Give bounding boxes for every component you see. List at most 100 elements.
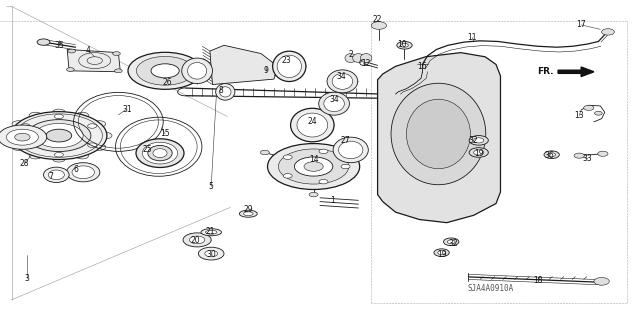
Text: 21: 21 [205, 227, 214, 236]
Circle shape [46, 129, 72, 142]
Text: SJA4A0910A: SJA4A0910A [467, 284, 513, 293]
Text: 19: 19 [474, 149, 484, 158]
Ellipse shape [220, 87, 231, 97]
Text: 13: 13 [574, 111, 584, 120]
Ellipse shape [339, 141, 363, 159]
Ellipse shape [49, 170, 64, 180]
Ellipse shape [67, 163, 100, 182]
Circle shape [52, 156, 65, 162]
Circle shape [469, 148, 488, 157]
Circle shape [76, 112, 89, 119]
Ellipse shape [243, 212, 253, 216]
Circle shape [29, 112, 42, 119]
Text: FR.: FR. [537, 67, 554, 76]
Circle shape [319, 149, 328, 153]
Circle shape [76, 152, 89, 159]
Circle shape [397, 41, 412, 49]
Circle shape [474, 138, 484, 143]
Text: 24: 24 [307, 117, 317, 126]
Text: 30: 30 [206, 250, 216, 259]
Ellipse shape [319, 92, 349, 115]
Text: 27: 27 [340, 136, 351, 145]
Ellipse shape [406, 99, 470, 169]
Text: 9: 9 [263, 66, 268, 75]
Ellipse shape [332, 73, 353, 89]
Text: 35: 35 [54, 41, 64, 50]
Text: 32: 32 [448, 239, 458, 248]
Circle shape [15, 133, 30, 141]
Text: 11: 11 [468, 33, 477, 42]
Circle shape [52, 109, 65, 115]
Circle shape [0, 125, 47, 149]
Text: 23: 23 [282, 56, 292, 65]
Text: 19: 19 [436, 250, 447, 259]
Circle shape [113, 52, 120, 56]
Circle shape [358, 150, 367, 155]
Text: 36: 36 [544, 151, 554, 160]
Text: 29: 29 [243, 205, 253, 214]
Text: 6: 6 [73, 165, 78, 174]
Circle shape [189, 236, 205, 244]
Circle shape [474, 150, 484, 155]
Text: 22: 22 [373, 15, 382, 24]
Circle shape [434, 249, 449, 256]
Text: 34: 34 [336, 72, 346, 81]
Circle shape [12, 144, 25, 151]
Circle shape [284, 174, 292, 178]
Circle shape [11, 112, 107, 160]
Text: 8: 8 [218, 86, 223, 95]
Circle shape [371, 22, 387, 29]
Circle shape [88, 124, 97, 128]
Circle shape [128, 52, 202, 89]
Circle shape [54, 114, 63, 119]
Ellipse shape [205, 230, 217, 234]
Text: 3: 3 [24, 274, 29, 283]
Circle shape [278, 149, 349, 184]
Ellipse shape [360, 54, 372, 63]
Text: 20: 20 [190, 236, 200, 245]
Circle shape [548, 153, 556, 157]
Ellipse shape [188, 63, 207, 79]
Circle shape [284, 155, 292, 160]
Text: 28: 28 [20, 159, 29, 168]
Circle shape [93, 121, 106, 127]
Circle shape [594, 278, 609, 285]
Text: 10: 10 [397, 40, 407, 48]
Circle shape [598, 151, 608, 156]
Text: 34: 34 [329, 95, 339, 104]
Ellipse shape [182, 58, 212, 84]
Ellipse shape [291, 108, 334, 142]
Circle shape [88, 143, 97, 147]
Ellipse shape [333, 137, 369, 163]
Circle shape [401, 43, 408, 47]
Ellipse shape [143, 142, 178, 164]
Text: 2: 2 [348, 50, 353, 59]
Circle shape [37, 39, 50, 45]
Circle shape [584, 105, 594, 110]
Text: 5: 5 [209, 182, 214, 191]
Circle shape [268, 144, 360, 189]
Circle shape [99, 132, 112, 139]
Circle shape [574, 153, 584, 158]
Circle shape [447, 240, 455, 244]
Text: 31: 31 [122, 105, 132, 114]
Circle shape [12, 121, 25, 127]
Circle shape [21, 124, 30, 128]
Circle shape [21, 143, 30, 147]
Text: 17: 17 [576, 20, 586, 29]
Circle shape [68, 49, 76, 53]
Circle shape [29, 152, 42, 159]
Circle shape [6, 129, 38, 145]
Circle shape [93, 144, 106, 151]
Circle shape [198, 247, 224, 260]
Polygon shape [558, 67, 594, 77]
Ellipse shape [273, 51, 306, 82]
Ellipse shape [277, 55, 301, 78]
Polygon shape [210, 45, 278, 85]
Ellipse shape [345, 54, 356, 63]
Text: 12: 12 [362, 59, 371, 68]
Circle shape [309, 192, 318, 197]
Circle shape [595, 111, 602, 115]
Circle shape [183, 233, 211, 247]
Text: 33: 33 [582, 154, 593, 163]
